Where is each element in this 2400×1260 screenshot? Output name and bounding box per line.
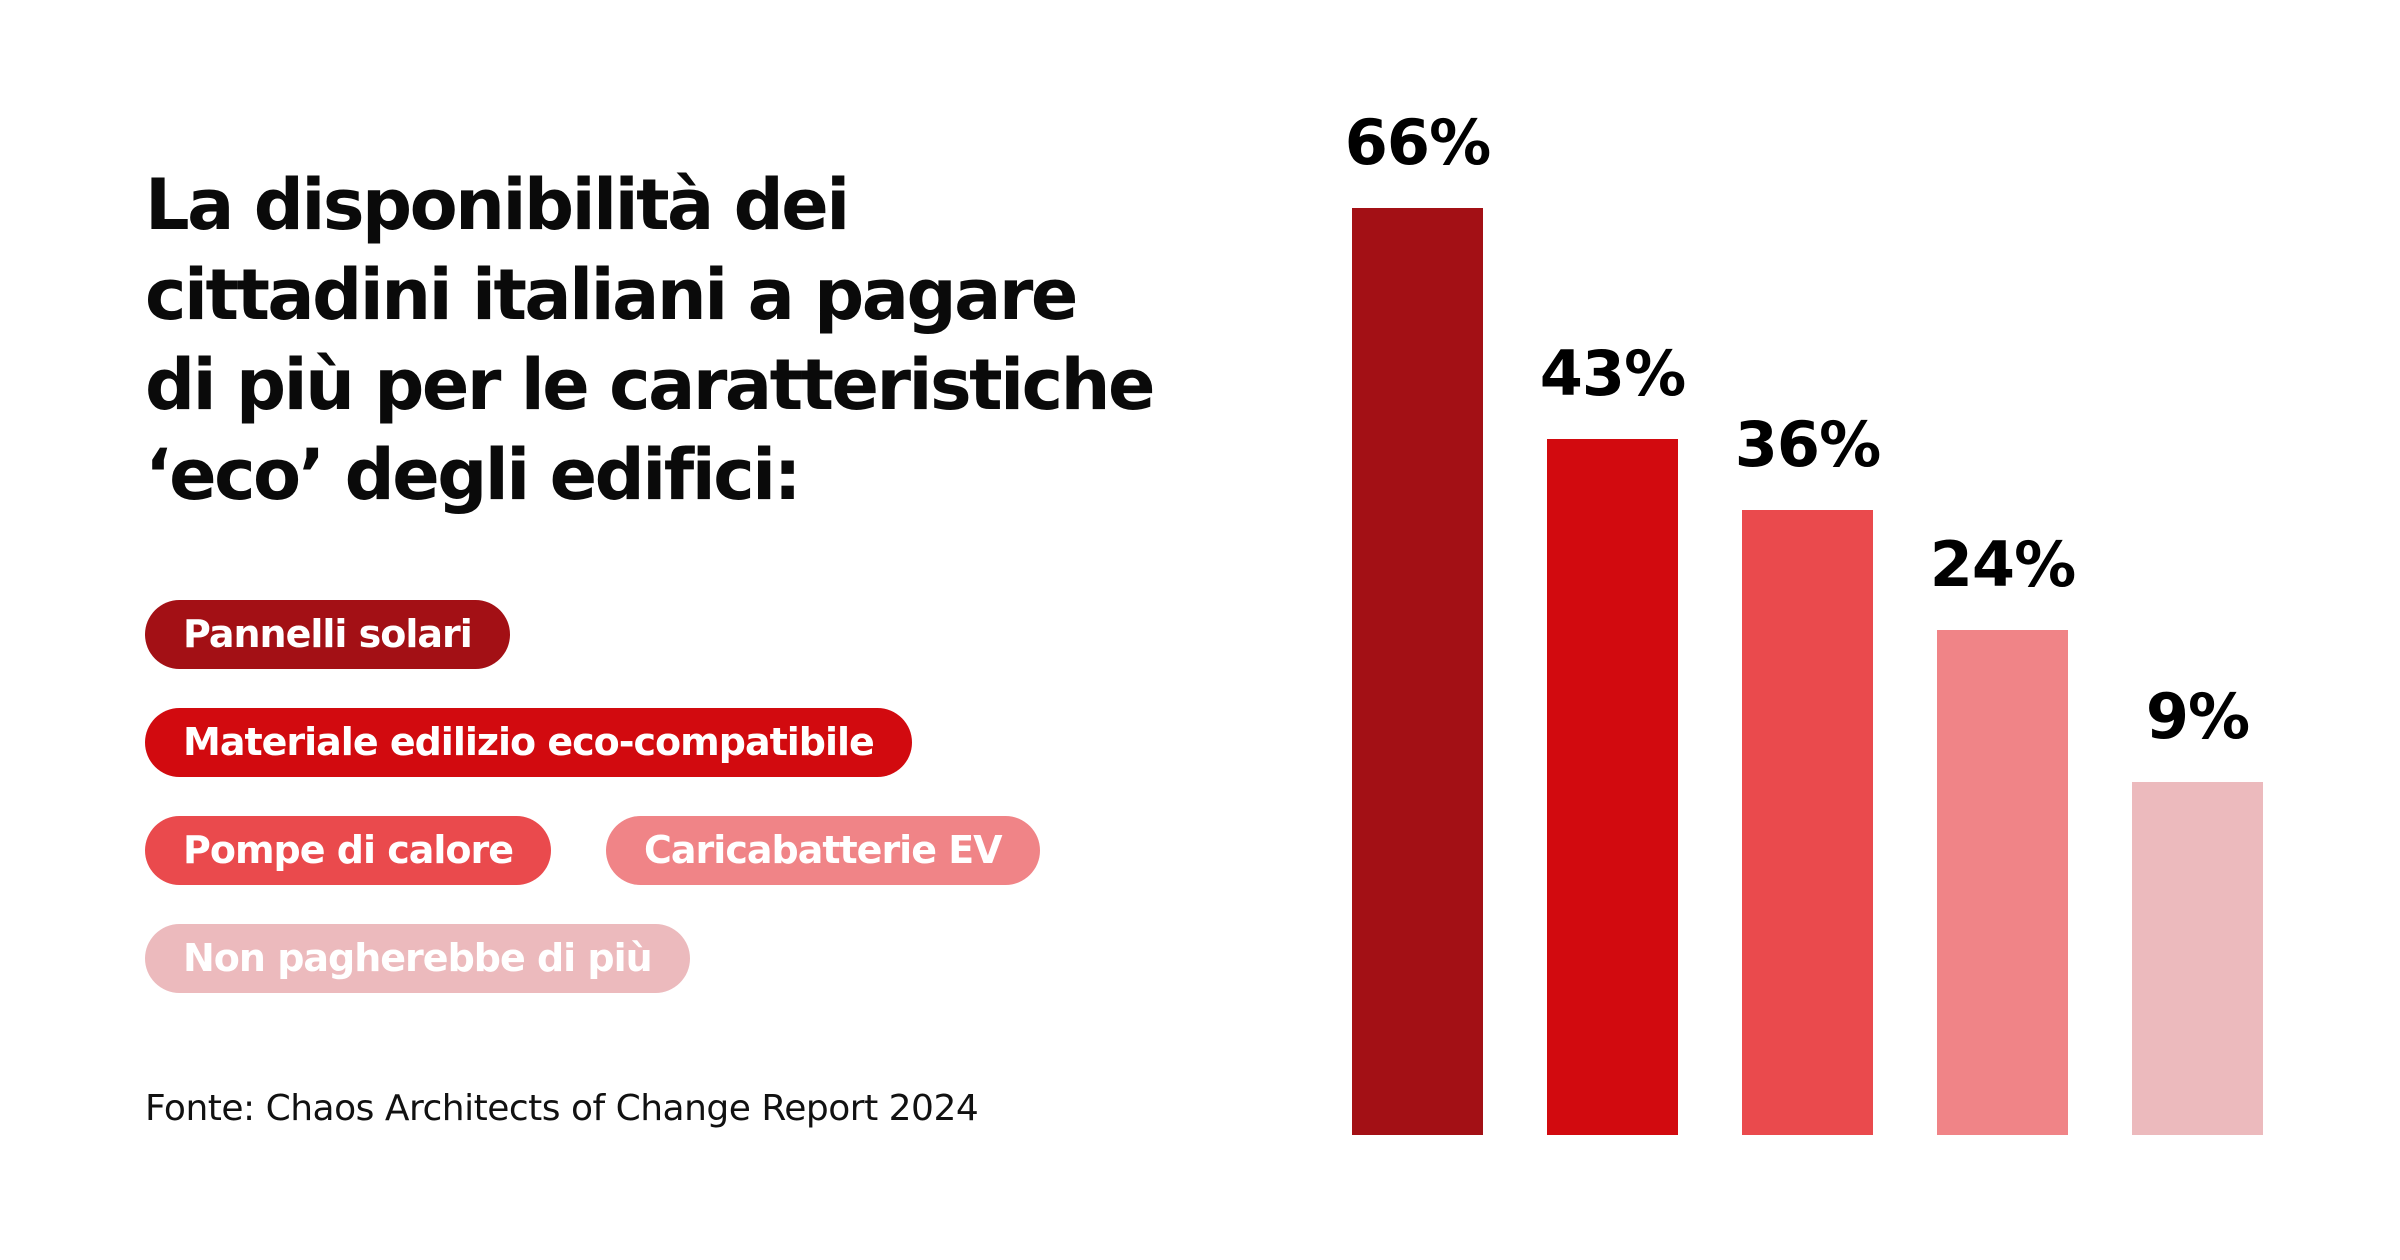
chart-title: La disponibilità dei cittadini italiani … — [145, 160, 1155, 520]
bar-value-label: 43% — [1539, 337, 1686, 410]
legend-pill-materiale-edilizio: Materiale edilizio eco-compatibile — [145, 708, 912, 777]
bar-pompe-di-calore — [1742, 510, 1873, 1135]
legend-row-1: Pannelli solari — [145, 600, 1040, 669]
bar-value-label: 9% — [2145, 680, 2250, 753]
legend-pill-pompe-di-calore: Pompe di calore — [145, 816, 552, 885]
legend-row-3: Pompe di calore Caricabatterie EV — [145, 816, 1040, 885]
bar-caricabatterie-ev — [1937, 630, 2068, 1135]
bar-chart: 66% 43% 36% 24% 9% — [1345, 112, 2263, 1135]
legend-row-2: Materiale edilizio eco-compatibile — [145, 708, 1040, 777]
legend: Pannelli solari Materiale edilizio eco-c… — [145, 600, 1040, 993]
bar-pannelli-solari — [1352, 208, 1483, 1135]
legend-pill-caricabatterie-ev: Caricabatterie EV — [606, 816, 1040, 885]
legend-pill-pannelli-solari: Pannelli solari — [145, 600, 510, 669]
chart-title-line-4: ‘eco’ degli edifici: — [145, 434, 802, 516]
bar-value-label: 36% — [1734, 408, 1881, 481]
bar-value-label: 24% — [1929, 528, 2076, 601]
bar-non-pagherebbe — [2132, 782, 2263, 1135]
bar-group-caricabatterie-ev: 24% — [1930, 534, 2076, 1135]
bar-group-materiale-edilizio: 43% — [1540, 343, 1686, 1135]
chart-title-line-1: La disponibilità dei — [145, 164, 850, 246]
chart-title-line-2: cittadini italiani a pagare — [145, 254, 1078, 336]
bar-group-pannelli-solari: 66% — [1345, 112, 1491, 1135]
source-note: Fonte: Chaos Architects of Change Report… — [145, 1088, 979, 1129]
bar-group-pompe-di-calore: 36% — [1735, 414, 1881, 1135]
bar-materiale-edilizio — [1547, 439, 1678, 1135]
chart-title-line-3: di più per le caratteristiche — [145, 344, 1155, 426]
legend-pill-non-pagherebbe: Non pagherebbe di più — [145, 924, 690, 993]
legend-row-4: Non pagherebbe di più — [145, 924, 1040, 993]
bar-group-non-pagherebbe: 9% — [2132, 686, 2263, 1135]
bar-value-label: 66% — [1344, 106, 1491, 179]
